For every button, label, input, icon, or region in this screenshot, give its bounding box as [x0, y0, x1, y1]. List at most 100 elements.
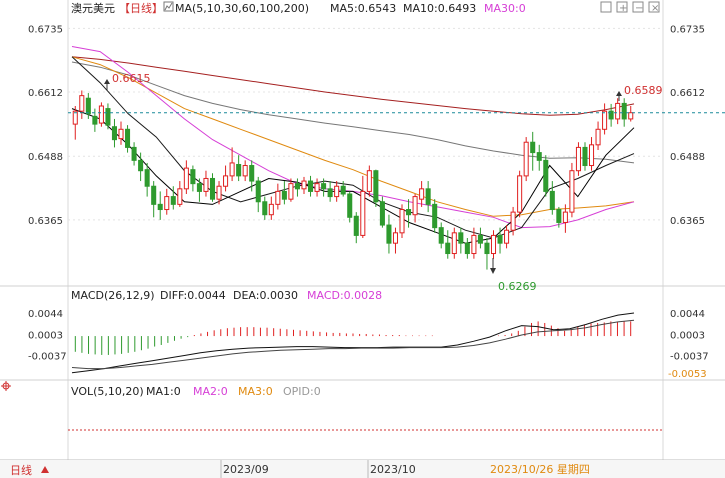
- moving-average-lines: [71, 46, 635, 244]
- candle-body: [223, 175, 229, 187]
- ma-line-ma60: [71, 56, 635, 217]
- candle-body: [517, 175, 523, 213]
- candle-body: [164, 196, 170, 211]
- macd-lines: [71, 312, 635, 374]
- toolbar-icons: + − ×: [600, 1, 660, 14]
- macd-diff-label: DIFF:0.0044: [160, 289, 226, 302]
- indicator-menu-icon[interactable]: [163, 1, 174, 12]
- candle-body: [131, 146, 137, 161]
- period-label: 【日线】: [119, 1, 163, 15]
- candle-body: [288, 183, 294, 200]
- indicator-trend-icon: [164, 2, 173, 11]
- ma-line-ma10: [71, 56, 635, 239]
- date-label-sep: 2023/09: [223, 463, 269, 476]
- candle-body: [412, 196, 418, 216]
- candle-body: [125, 128, 131, 148]
- period-button[interactable]: 日线: [10, 463, 32, 477]
- candle-body: [425, 188, 431, 205]
- candle-body: [209, 177, 216, 200]
- candle-body: [530, 141, 536, 154]
- candle-body: [105, 108, 111, 126]
- candle-body: [556, 209, 562, 223]
- close-x: ×: [651, 3, 659, 14]
- candle-body: [595, 128, 601, 146]
- price-tick-right: 0.6365: [670, 216, 705, 227]
- candle-body: [628, 112, 634, 120]
- zoom-out-icon[interactable]: [632, 1, 644, 13]
- candle-body: [608, 110, 614, 120]
- candle-body: [249, 165, 255, 182]
- candle-body: [275, 190, 281, 205]
- candle-body: [438, 227, 444, 244]
- candle-body: [536, 152, 542, 161]
- candle-body: [523, 141, 529, 177]
- low-label: 0.6269: [498, 280, 537, 293]
- period-dropdown-icon[interactable]: [41, 466, 49, 473]
- candle-body: [360, 190, 366, 236]
- price-header: 澳元美元 【日线】 MA(5,10,30,60,100,200) MA5:0.6…: [71, 1, 526, 15]
- candle-body: [183, 167, 189, 190]
- price-tick-right: 0.6735: [670, 24, 705, 35]
- high-right-label: 0.6589: [624, 84, 663, 97]
- close-panel-icon[interactable]: [648, 1, 660, 13]
- candle-body: [471, 234, 477, 255]
- candle-body: [602, 110, 608, 130]
- candle-body: [190, 169, 196, 185]
- candle-body: [432, 203, 438, 229]
- crosshair-icon[interactable]: [1, 381, 11, 391]
- high-right-arrowhead: [616, 91, 622, 96]
- candle-body: [406, 209, 412, 216]
- candle-body: [144, 169, 150, 187]
- candle-body: [151, 185, 157, 205]
- date-label-oct: 2023/10: [370, 463, 416, 476]
- candle-body: [464, 242, 470, 255]
- candle-body: [543, 159, 549, 192]
- ma5-label: MA5:0.6543: [330, 2, 396, 15]
- candle-body: [621, 102, 627, 120]
- zoom-in-plus: +: [619, 3, 627, 14]
- candle-body: [111, 126, 118, 141]
- zoom-in-icon[interactable]: [616, 1, 628, 13]
- candle-body: [419, 188, 425, 200]
- candle-body: [353, 215, 359, 236]
- macd-tick-right: -0.0037: [670, 351, 709, 362]
- high-left-label: 0.6615: [112, 72, 151, 85]
- candle-body: [347, 193, 353, 218]
- candle-body: [203, 177, 209, 192]
- candle-body: [399, 209, 405, 234]
- ma-line-ma200: [71, 56, 635, 116]
- settings-icon[interactable]: [600, 1, 612, 13]
- vol-ma1-label: MA1:0: [146, 385, 181, 398]
- macd-tick-right: 0.0003: [670, 330, 705, 341]
- candle-body: [490, 234, 497, 255]
- candle-body: [569, 170, 575, 213]
- macd-axis-right: 0.0044 0.0003 -0.0037: [670, 309, 709, 362]
- candle-body: [451, 232, 457, 255]
- candle-body: [477, 234, 483, 244]
- vol-ma2-label: MA2:0: [193, 385, 228, 398]
- candle-body: [582, 146, 588, 167]
- low-annotation: 0.6269: [490, 258, 537, 293]
- candle-body: [255, 180, 261, 203]
- candle-body: [170, 196, 176, 205]
- high-annotation-right: 0.6589: [616, 84, 663, 101]
- price-axis-left: 0.6735 0.6612 0.6488 0.6365: [28, 24, 63, 227]
- candle-body: [236, 163, 242, 177]
- candle-body: [118, 128, 124, 140]
- candle-body: [85, 97, 91, 115]
- candle-body: [262, 201, 268, 216]
- macd-dea-line: [71, 319, 635, 370]
- macd-value-label: MACD:0.0028: [307, 289, 382, 302]
- candle-body: [177, 188, 183, 205]
- candle-body: [497, 234, 503, 244]
- candle-body: [138, 159, 144, 172]
- candle-body: [504, 229, 510, 244]
- ma-line-ma5: [71, 108, 635, 244]
- candle-body: [615, 102, 621, 120]
- low-arrowhead: [490, 268, 496, 274]
- candle-body: [79, 95, 85, 112]
- macd-tick-left: 0.0044: [28, 309, 63, 320]
- candle-body: [72, 110, 78, 125]
